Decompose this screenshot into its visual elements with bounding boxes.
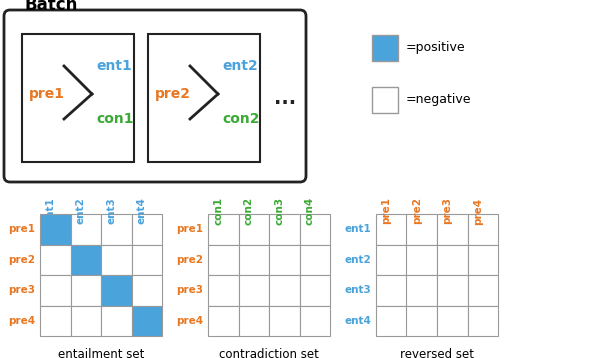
Bar <box>239 214 269 245</box>
Bar <box>208 245 239 275</box>
Bar <box>101 214 131 245</box>
Bar <box>208 214 239 245</box>
Text: ent2: ent2 <box>222 59 258 73</box>
Text: pre2: pre2 <box>412 198 422 224</box>
Bar <box>300 245 330 275</box>
Text: pre4: pre4 <box>8 316 35 326</box>
Bar <box>269 245 300 275</box>
Text: con2: con2 <box>244 197 254 225</box>
Text: pre1: pre1 <box>176 224 203 234</box>
Text: pre4: pre4 <box>176 316 203 326</box>
Text: con1: con1 <box>96 112 134 126</box>
Bar <box>208 305 239 336</box>
Text: ent3: ent3 <box>345 285 371 295</box>
Bar <box>407 245 437 275</box>
Bar <box>407 214 437 245</box>
Text: pre2: pre2 <box>176 255 203 265</box>
Text: ent4: ent4 <box>344 316 371 326</box>
Bar <box>372 35 398 61</box>
Bar <box>131 275 162 305</box>
Bar <box>376 305 407 336</box>
Bar <box>101 245 131 275</box>
Bar <box>376 214 407 245</box>
Text: ...: ... <box>274 88 296 107</box>
Bar <box>468 305 498 336</box>
Text: =negative: =negative <box>406 93 471 106</box>
Text: ent1: ent1 <box>96 59 132 73</box>
Bar <box>40 305 70 336</box>
Bar <box>407 305 437 336</box>
Bar <box>269 214 300 245</box>
Bar <box>468 245 498 275</box>
Bar <box>70 275 101 305</box>
Text: Batch: Batch <box>24 0 78 14</box>
Text: entailment set: entailment set <box>58 348 144 358</box>
Bar <box>468 214 498 245</box>
Text: ent1: ent1 <box>45 198 55 224</box>
Text: con2: con2 <box>222 112 259 126</box>
Bar <box>70 214 101 245</box>
Bar <box>376 275 407 305</box>
Text: pre3: pre3 <box>8 285 35 295</box>
Bar <box>269 305 300 336</box>
Bar <box>437 245 468 275</box>
Bar <box>70 305 101 336</box>
Text: reversed set: reversed set <box>400 348 474 358</box>
Bar <box>208 275 239 305</box>
Text: pre2: pre2 <box>155 87 191 101</box>
Text: ent1: ent1 <box>345 224 371 234</box>
Text: pre2: pre2 <box>8 255 35 265</box>
Bar <box>437 275 468 305</box>
Bar <box>40 214 70 245</box>
Text: con1: con1 <box>213 197 223 225</box>
Bar <box>22 34 134 162</box>
Bar <box>300 275 330 305</box>
Bar <box>131 214 162 245</box>
Text: ent2: ent2 <box>76 198 86 224</box>
Bar <box>148 34 260 162</box>
Text: con4: con4 <box>305 197 315 225</box>
Text: pre3: pre3 <box>442 198 452 224</box>
Text: pre3: pre3 <box>176 285 203 295</box>
Bar <box>101 275 131 305</box>
Text: pre1: pre1 <box>381 198 391 224</box>
Bar <box>372 87 398 113</box>
Text: =positive: =positive <box>406 42 466 54</box>
Bar <box>70 245 101 275</box>
Text: contradiction set: contradiction set <box>219 348 319 358</box>
Bar <box>40 245 70 275</box>
Bar <box>131 305 162 336</box>
Bar <box>131 245 162 275</box>
Bar <box>40 275 70 305</box>
Bar <box>407 275 437 305</box>
Bar <box>101 305 131 336</box>
Bar <box>300 305 330 336</box>
Bar <box>376 245 407 275</box>
Bar <box>269 275 300 305</box>
Text: pre1: pre1 <box>8 224 35 234</box>
Bar <box>239 305 269 336</box>
Bar <box>468 275 498 305</box>
Text: pre4: pre4 <box>473 198 482 224</box>
Bar <box>300 214 330 245</box>
Bar <box>239 275 269 305</box>
Bar <box>437 214 468 245</box>
Text: con3: con3 <box>274 197 284 225</box>
Text: pre1: pre1 <box>29 87 65 101</box>
Bar <box>437 305 468 336</box>
Text: ent2: ent2 <box>345 255 371 265</box>
Text: ent4: ent4 <box>137 198 147 224</box>
FancyBboxPatch shape <box>4 10 306 182</box>
Bar <box>239 245 269 275</box>
Text: ent3: ent3 <box>106 198 116 224</box>
